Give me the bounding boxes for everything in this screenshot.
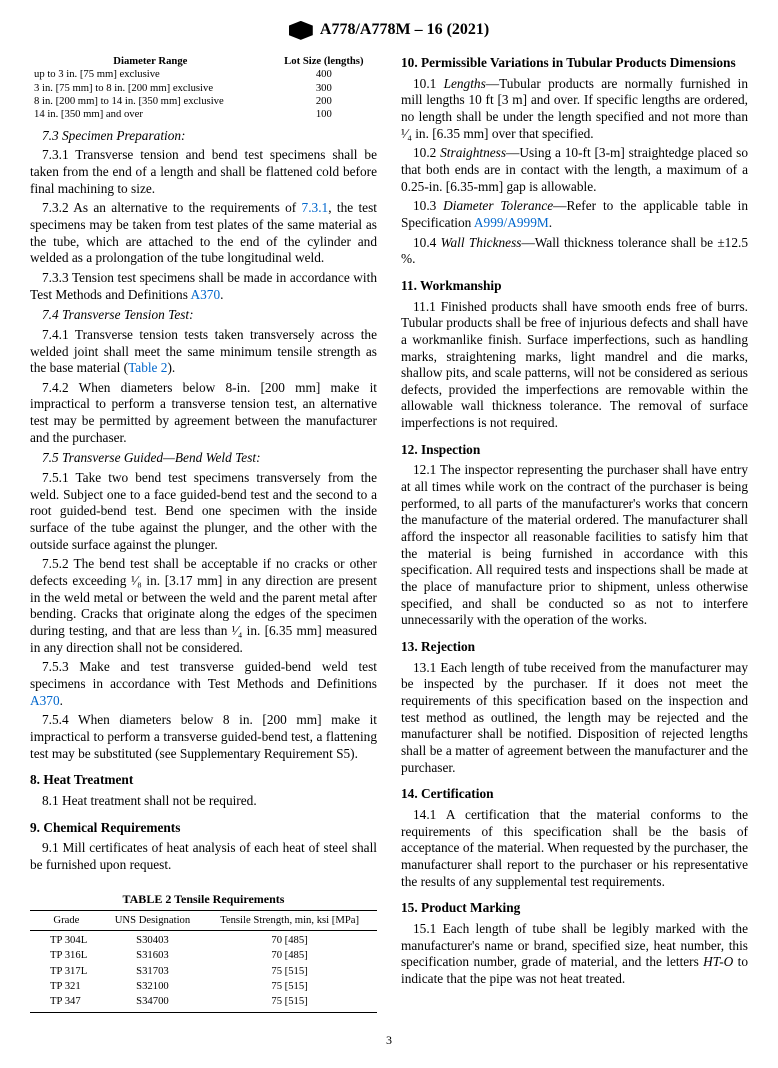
para-15-1: 15.1 Each length of tube shall be legibl… xyxy=(401,921,748,988)
lot-size-table: Diameter Range Lot Size (lengths) up to … xyxy=(30,55,377,122)
lot-col-size: Lot Size (lengths) xyxy=(271,55,377,68)
para-7-5-4: 7.5.4 When diameters below 8 in. [200 mm… xyxy=(30,712,377,762)
page-number: 3 xyxy=(30,1033,748,1048)
ref-link[interactable]: A370 xyxy=(190,287,220,302)
section-7-4-title: 7.4 Transverse Tension Test: xyxy=(30,307,377,324)
section-10-title: 10. Permissible Variations in Tubular Pr… xyxy=(401,55,748,72)
ref-link[interactable]: Table 2 xyxy=(128,360,167,375)
ref-link[interactable]: A999/A999M xyxy=(474,215,549,230)
para-10-1: 10.1 Lengths—Tubular products are normal… xyxy=(401,76,748,143)
para-10-4: 10.4 Wall Thickness—Wall thickness toler… xyxy=(401,235,748,268)
para-12-1: 12.1 The inspector representing the purc… xyxy=(401,462,748,629)
astm-logo-icon xyxy=(289,21,313,40)
section-7-5-title: 7.5 Transverse Guided—Bend Weld Test: xyxy=(30,450,377,467)
tensile-col-uns: UNS Designation xyxy=(103,910,202,930)
para-8-1: 8.1 Heat treatment shall not be required… xyxy=(30,793,377,810)
table-row: TP 304LS3040370 [485] xyxy=(30,930,377,948)
para-7-3-2: 7.3.2 As an alternative to the requireme… xyxy=(30,200,377,267)
table-row: TP 347S3470075 [515] xyxy=(30,994,377,1012)
para-10-3: 10.3 Diameter Tolerance—Refer to the app… xyxy=(401,198,748,231)
section-15-title: 15. Product Marking xyxy=(401,900,748,917)
para-7-5-1: 7.5.1 Take two bend test specimens trans… xyxy=(30,470,377,553)
ref-link[interactable]: 7.3.1 xyxy=(302,200,329,215)
lot-col-diameter: Diameter Range xyxy=(30,55,271,68)
para-7-4-2: 7.4.2 When diameters below 8-in. [200 mm… xyxy=(30,380,377,447)
ref-link[interactable]: A370 xyxy=(30,693,60,708)
section-13-title: 13. Rejection xyxy=(401,639,748,656)
para-14-1: 14.1 A certification that the material c… xyxy=(401,807,748,890)
tensile-col-strength: Tensile Strength, min, ksi [MPa] xyxy=(202,910,377,930)
section-7-3-title: 7.3 Specimen Preparation: xyxy=(30,128,377,145)
section-14-title: 14. Certification xyxy=(401,786,748,803)
para-7-3-3: 7.3.3 Tension test specimens shall be ma… xyxy=(30,270,377,303)
table-row: 3 in. [75 mm] to 8 in. [200 mm] exclusiv… xyxy=(30,82,377,95)
table-row: 14 in. [350 mm] and over100 xyxy=(30,108,377,121)
para-7-4-1: 7.4.1 Transverse tension tests taken tra… xyxy=(30,327,377,377)
section-11-title: 11. Workmanship xyxy=(401,278,748,295)
table-row: up to 3 in. [75 mm] exclusive400 xyxy=(30,68,377,81)
para-10-2: 10.2 Straightness—Using a 10-ft [3-m] st… xyxy=(401,145,748,195)
tensile-col-grade: Grade xyxy=(30,910,103,930)
para-9-1: 9.1 Mill certificates of heat analysis o… xyxy=(30,840,377,873)
tensile-table: Grade UNS Designation Tensile Strength, … xyxy=(30,910,377,1013)
section-8-title: 8. Heat Treatment xyxy=(30,772,377,789)
document-header: ASTM A778/A778M – 16 (2021) xyxy=(30,20,748,40)
para-13-1: 13.1 Each length of tube received from t… xyxy=(401,660,748,777)
tensile-table-title: TABLE 2 Tensile Requirements xyxy=(30,892,377,907)
para-7-5-2: 7.5.2 The bend test shall be acceptable … xyxy=(30,556,377,656)
doc-id: A778/A778M – 16 (2021) xyxy=(320,21,489,38)
table-row: TP 317LS3170375 [515] xyxy=(30,964,377,979)
para-7-5-3: 7.5.3 Make and test transverse guided-be… xyxy=(30,659,377,709)
section-12-title: 12. Inspection xyxy=(401,442,748,459)
table-row: TP 321S3210075 [515] xyxy=(30,979,377,994)
para-11-1: 11.1 Finished products shall have smooth… xyxy=(401,299,748,432)
para-7-3-1: 7.3.1 Transverse tension and bend test s… xyxy=(30,147,377,197)
table-row: 8 in. [200 mm] to 14 in. [350 mm] exclus… xyxy=(30,95,377,108)
table-row: TP 316LS3160370 [485] xyxy=(30,948,377,963)
section-9-title: 9. Chemical Requirements xyxy=(30,820,377,837)
